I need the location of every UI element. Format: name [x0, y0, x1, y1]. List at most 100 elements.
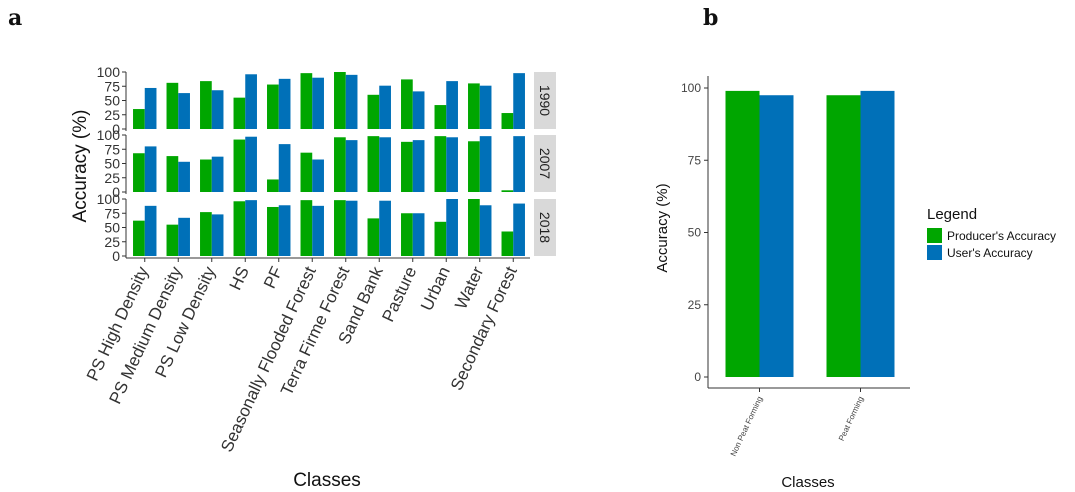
panel-b-label: b [703, 5, 718, 31]
bar-1990-terra-firme-forest-series0 [334, 72, 346, 129]
y-tick-label: 75 [104, 205, 120, 221]
legend-swatch-producer-s-accuracy [927, 228, 942, 243]
bar-2018-water-series0 [468, 199, 480, 256]
panel-b-bar-chart: 0 25 50 75 100 Non Peat Forming Peat Forming Cl… [654, 76, 1056, 491]
x-category-label: Peat Forming [837, 395, 865, 442]
facet-strip-label: 1990 [537, 85, 553, 116]
bar-2018-ps-high-density-series0 [133, 220, 145, 256]
bar-1990-urban-series0 [434, 105, 447, 129]
bar-2018-hs-series1 [245, 200, 257, 256]
bar-1990-sand-bank-series0 [367, 94, 380, 129]
y-tick-label: 100 [681, 81, 701, 95]
bar-2018-pasture-series1 [412, 213, 425, 256]
y-tick-label: 25 [688, 298, 702, 312]
bar-2007-terra-firme-forest-series0 [334, 137, 346, 192]
bar-2018-sand-bank-series0 [367, 218, 380, 256]
bar-1990-seasonally-flooded-forest-series0 [300, 73, 313, 129]
bar-2007-sand-bank-series1 [379, 137, 391, 192]
bar-2018-secondary-forest-series1 [513, 203, 525, 256]
y-tick-label: 100 [97, 127, 121, 143]
bar-2007-pf-series1 [278, 144, 291, 192]
bar-2007-terra-firme-forest-series1 [345, 140, 358, 192]
bar-2018-pf-series1 [278, 205, 291, 256]
x-category-label: Non Peat Forming [729, 395, 765, 458]
facet-strip-label: 2018 [537, 212, 553, 243]
bar-2018-urban-series0 [434, 221, 447, 256]
bar-2007-ps-medium-density-series0 [166, 156, 179, 192]
bar-2018-hs-series0 [233, 201, 246, 256]
legend-title: Legend [927, 206, 977, 223]
y-tick-label: 0 [694, 370, 701, 384]
bar-1990-seasonally-flooded-forest-series1 [312, 77, 324, 129]
legend-label-producer-s-accuracy: Producer's Accuracy [947, 229, 1056, 243]
x-axis-title: Classes [293, 470, 361, 491]
x-category-label: Secondary Forest [447, 263, 521, 393]
bar-2007-ps-low-density-series0 [200, 159, 212, 192]
y-tick-label: 100 [97, 191, 121, 207]
facet-strip [534, 135, 556, 192]
bar-1990-secondary-forest-series0 [501, 113, 514, 129]
facet-strip [534, 199, 556, 256]
facet-strip [534, 72, 556, 129]
bar-1990-water-series1 [479, 85, 492, 129]
x-category-label: HS [226, 264, 253, 293]
bar-1990-water-series0 [468, 83, 480, 129]
legend: Legend Producer's Accuracy User's Accuracy [927, 206, 1056, 260]
legend-label-user-s-accuracy: User's Accuracy [947, 246, 1033, 260]
bar-2007-ps-high-density-series1 [144, 146, 157, 192]
bar-2007-pasture-series0 [401, 141, 413, 192]
bar-2007-seasonally-flooded-forest-series0 [300, 152, 313, 192]
bar-2007-secondary-forest-series0 [501, 190, 514, 192]
bar-1990-urban-series1 [446, 81, 458, 129]
bar-2018-ps-high-density-series1 [144, 205, 157, 256]
y-tick-label: 100 [97, 64, 121, 80]
bar-1990-ps-medium-density-series0 [166, 82, 179, 129]
facet-strip-label: 2007 [537, 148, 553, 179]
bar-peat-forming-producer-s-accuracy [826, 95, 861, 377]
bar-1990-pasture-series1 [412, 91, 425, 129]
y-tick-label: 50 [104, 93, 120, 109]
bar-2018-urban-series1 [446, 199, 458, 256]
y-tick-label: 75 [104, 141, 120, 157]
x-category-label: Urban [417, 264, 454, 314]
bar-2018-ps-medium-density-series1 [178, 217, 190, 256]
bar-1990-ps-medium-density-series1 [178, 93, 190, 129]
bar-2018-ps-low-density-series0 [200, 212, 212, 256]
bar-2007-urban-series1 [446, 137, 458, 192]
y-tick-label: 0 [112, 248, 120, 264]
y-tick-label: 50 [104, 156, 120, 172]
panel-a-label: a [8, 5, 22, 31]
bar-1990-pasture-series0 [401, 79, 413, 129]
bar-2018-seasonally-flooded-forest-series0 [300, 200, 313, 256]
bar-1990-terra-firme-forest-series1 [345, 74, 358, 129]
bar-2018-seasonally-flooded-forest-series1 [312, 205, 324, 256]
bar-2018-terra-firme-forest-series1 [345, 200, 358, 256]
bar-1990-pf-series1 [278, 78, 291, 129]
bar-2007-urban-series0 [434, 136, 447, 192]
x-category-label: Water [451, 263, 487, 312]
bar-2007-pasture-series1 [412, 140, 425, 192]
y-tick-label: 25 [104, 170, 120, 186]
y-tick-label: 50 [104, 220, 120, 236]
bar-non-peat-forming-producer-s-accuracy [725, 90, 760, 377]
bar-1990-ps-high-density-series0 [133, 109, 145, 129]
bar-1990-sand-bank-series1 [379, 85, 391, 129]
bar-1990-ps-high-density-series1 [144, 87, 157, 129]
bar-2007-ps-medium-density-series1 [178, 161, 190, 192]
bar-2018-pf-series0 [267, 206, 279, 256]
bar-1990-hs-series1 [245, 74, 257, 129]
bar-1990-hs-series0 [233, 97, 246, 129]
bar-2018-terra-firme-forest-series0 [334, 200, 346, 256]
bar-non-peat-forming-user-s-accuracy [759, 95, 794, 377]
y-tick-label: 25 [104, 234, 120, 250]
y-tick-label: 75 [104, 78, 120, 94]
bar-1990-pf-series0 [267, 84, 279, 129]
bar-1990-ps-low-density-series1 [211, 90, 224, 129]
bar-2007-hs-series1 [245, 136, 257, 192]
bar-2007-hs-series0 [233, 139, 246, 192]
bar-2007-water-series0 [468, 141, 480, 192]
